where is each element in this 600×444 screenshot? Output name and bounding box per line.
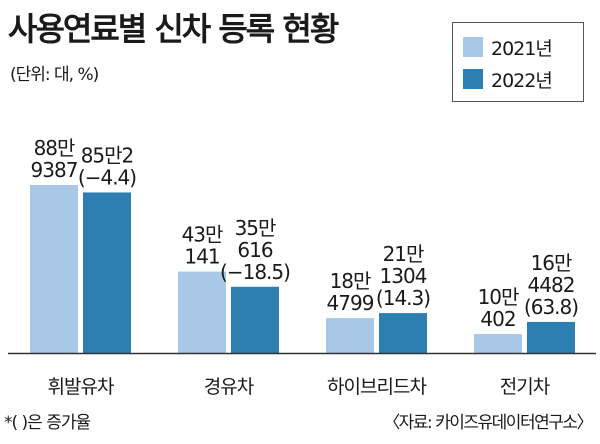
legend-label-2022: 2022년 <box>491 69 553 92</box>
data-label-2021-2-1: 4799 <box>327 291 374 315</box>
chart-title: 사용연료별 신차 등록 현황 <box>8 10 339 48</box>
bar-2022-2 <box>379 313 427 353</box>
legend: 2021년 2022년 <box>452 22 584 102</box>
legend-item-2021: 2021년 <box>463 35 553 60</box>
bar-2021-2 <box>326 318 374 353</box>
source-note: 〈자료: 카이즈유데이터연구소〉 <box>383 413 593 433</box>
data-label-2021-3-1: 402 <box>480 307 515 331</box>
data-label-2021-1-1: 141 <box>184 245 219 269</box>
data-label-2022-0-0: 85만2 <box>81 143 134 167</box>
data-label-2021-0-0: 88만 <box>34 136 75 160</box>
legend-swatch-2021 <box>463 37 483 57</box>
category-label-3: 전기차 <box>500 376 550 398</box>
data-label-2022-1-1: 616 <box>237 238 272 262</box>
data-label-2022-3-0: 16만 <box>531 251 572 275</box>
data-label-2022-2-1: 1304 <box>380 264 427 288</box>
data-label-2021-2-0: 18만 <box>330 269 371 293</box>
bar-2022-3 <box>527 321 575 353</box>
category-label-0: 휘발유차 <box>48 376 114 398</box>
bar-2021-1 <box>178 271 226 353</box>
data-label-2022-3-2: (63.8) <box>524 295 578 319</box>
data-label-2022-1-0: 35만 <box>235 216 276 240</box>
bar-2021-0 <box>30 185 78 353</box>
bar-2022-0 <box>83 192 131 353</box>
legend-item-2022: 2022년 <box>463 67 553 92</box>
data-label-2021-0-1: 9387 <box>31 158 78 182</box>
footnote: *( )은 증가율 <box>4 413 91 433</box>
data-label-2021-3-0: 10만 <box>478 285 519 309</box>
data-label-2022-2-2: (14.3) <box>376 286 430 310</box>
data-label-2022-1-2: (−18.5) <box>220 260 290 284</box>
unit-note: (단위: 대, %) <box>10 65 99 85</box>
data-label-2022-3-1: 4482 <box>528 273 575 297</box>
legend-swatch-2022 <box>463 69 483 89</box>
data-label-2021-1-0: 43만 <box>182 223 223 247</box>
bar-2022-1 <box>231 286 279 353</box>
category-label-1: 경유차 <box>204 376 254 398</box>
legend-label-2021: 2021년 <box>491 37 553 60</box>
data-label-2022-0-1: (−4.4) <box>78 165 136 189</box>
data-label-2022-2-0: 21만 <box>383 242 424 266</box>
category-label-2: 하이브리드차 <box>327 376 426 398</box>
bar-2021-3 <box>474 334 522 353</box>
